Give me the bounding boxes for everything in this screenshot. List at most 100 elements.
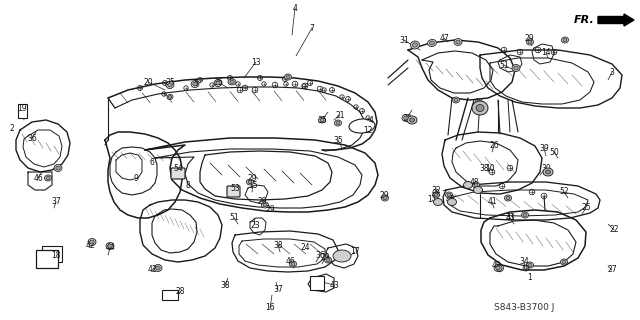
Text: 53: 53 <box>230 183 240 193</box>
Ellipse shape <box>191 81 199 87</box>
Text: 26: 26 <box>489 140 499 149</box>
Ellipse shape <box>447 198 456 205</box>
Text: 52: 52 <box>559 188 569 196</box>
Text: 3: 3 <box>609 68 614 76</box>
Text: 35: 35 <box>333 135 343 145</box>
Ellipse shape <box>90 240 94 244</box>
Text: 11: 11 <box>428 196 436 204</box>
Ellipse shape <box>433 198 442 205</box>
Ellipse shape <box>523 213 527 217</box>
Text: 29: 29 <box>265 205 275 214</box>
Bar <box>42 246 62 262</box>
Text: 6: 6 <box>150 157 154 166</box>
Bar <box>18 104 27 118</box>
Ellipse shape <box>447 193 451 197</box>
Ellipse shape <box>410 118 415 122</box>
Text: 36: 36 <box>315 251 325 260</box>
Ellipse shape <box>434 193 438 197</box>
Ellipse shape <box>454 98 458 102</box>
Text: 8: 8 <box>186 180 190 189</box>
Text: 29: 29 <box>320 253 330 262</box>
Text: 29: 29 <box>379 190 389 199</box>
Ellipse shape <box>407 116 417 124</box>
Ellipse shape <box>291 262 295 266</box>
Text: 30: 30 <box>402 114 412 123</box>
Ellipse shape <box>246 179 253 185</box>
Text: 29: 29 <box>524 34 534 43</box>
Ellipse shape <box>168 96 172 99</box>
Text: 37: 37 <box>51 197 61 206</box>
Ellipse shape <box>494 265 502 271</box>
Ellipse shape <box>349 119 375 133</box>
Bar <box>310 276 324 290</box>
Ellipse shape <box>562 260 566 264</box>
Text: 23: 23 <box>250 220 260 229</box>
Text: 22: 22 <box>609 226 619 235</box>
Ellipse shape <box>476 105 484 111</box>
Ellipse shape <box>216 81 220 85</box>
Text: 14: 14 <box>541 47 551 57</box>
Ellipse shape <box>474 183 478 187</box>
Ellipse shape <box>528 40 532 44</box>
Ellipse shape <box>263 203 267 207</box>
Text: 46: 46 <box>33 173 43 182</box>
Ellipse shape <box>404 116 408 120</box>
Text: 45: 45 <box>445 196 455 204</box>
Ellipse shape <box>410 41 419 49</box>
Ellipse shape <box>506 196 510 200</box>
Text: 1: 1 <box>527 274 532 283</box>
Ellipse shape <box>561 259 568 265</box>
Text: 18: 18 <box>51 251 61 260</box>
Text: 5: 5 <box>193 78 198 87</box>
Ellipse shape <box>514 66 518 70</box>
Ellipse shape <box>166 82 174 89</box>
Text: 25: 25 <box>581 204 591 212</box>
Text: 42: 42 <box>147 266 157 275</box>
Text: 10: 10 <box>485 164 495 172</box>
Text: 51: 51 <box>229 213 239 222</box>
Ellipse shape <box>262 202 269 208</box>
Text: 41: 41 <box>505 213 515 222</box>
Text: 44: 44 <box>105 244 115 252</box>
Ellipse shape <box>156 266 160 270</box>
Ellipse shape <box>463 181 472 188</box>
Text: 9: 9 <box>134 173 138 182</box>
Text: 49: 49 <box>491 260 501 269</box>
Text: 13: 13 <box>251 58 261 67</box>
Text: 29: 29 <box>257 197 267 206</box>
Ellipse shape <box>106 243 114 250</box>
Text: 27: 27 <box>607 266 617 275</box>
Text: 34: 34 <box>519 258 529 267</box>
Ellipse shape <box>336 121 340 125</box>
Ellipse shape <box>326 258 330 262</box>
Ellipse shape <box>88 238 96 245</box>
Text: 17: 17 <box>350 247 360 257</box>
Text: 7: 7 <box>310 23 314 33</box>
Ellipse shape <box>413 43 417 47</box>
Text: 33: 33 <box>505 213 515 222</box>
Text: 4: 4 <box>292 4 298 12</box>
Text: 12: 12 <box>364 125 372 134</box>
Ellipse shape <box>528 263 532 267</box>
Ellipse shape <box>333 250 351 262</box>
Ellipse shape <box>429 41 435 45</box>
Text: 35: 35 <box>165 77 175 86</box>
Text: 42: 42 <box>85 241 95 250</box>
Text: 20: 20 <box>143 77 153 86</box>
Ellipse shape <box>561 37 568 43</box>
Ellipse shape <box>228 79 236 85</box>
Ellipse shape <box>543 168 553 176</box>
Text: 40: 40 <box>473 98 483 107</box>
Ellipse shape <box>54 164 62 172</box>
Ellipse shape <box>496 266 500 270</box>
Ellipse shape <box>522 212 529 218</box>
Text: 54: 54 <box>173 164 183 172</box>
Ellipse shape <box>248 180 252 184</box>
Ellipse shape <box>335 120 342 126</box>
FancyArrow shape <box>598 14 634 26</box>
Ellipse shape <box>167 94 173 100</box>
Ellipse shape <box>402 115 410 122</box>
Text: 21: 21 <box>335 110 345 119</box>
Ellipse shape <box>154 265 162 271</box>
Ellipse shape <box>383 196 387 200</box>
